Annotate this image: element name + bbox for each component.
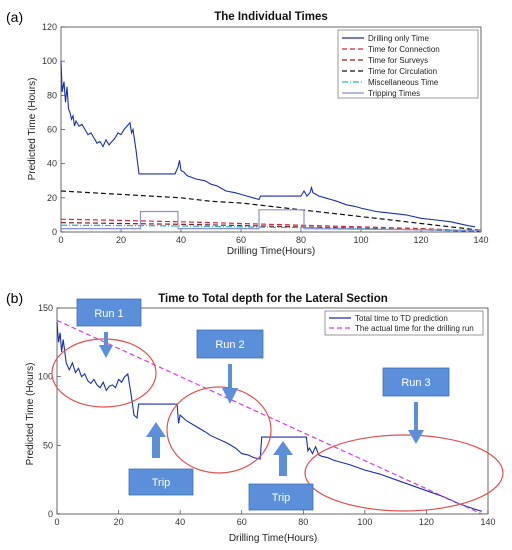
series-line-time-for-surveys (60, 222, 482, 233)
panel-label-a: (a) (6, 9, 23, 25)
run-3-label: Run 3 (401, 377, 430, 389)
y-tick-label: 80 (47, 90, 57, 100)
plot-frame-b (56, 307, 489, 515)
x-tick-label: 60 (237, 517, 247, 527)
series-line-total-time-to-td-prediction (56, 321, 482, 512)
y-tick-label: 0 (48, 509, 53, 519)
legend-label: Drilling only Time (368, 34, 429, 43)
x-tick-label: 20 (114, 517, 124, 527)
legend-a: Drilling only Time Time for Connection Tim… (337, 29, 479, 99)
legend-label: Time for Connection (368, 45, 440, 54)
run-3-ellipse (304, 434, 504, 512)
x-tick-label: 20 (116, 235, 126, 245)
run-1-arrow (99, 332, 113, 358)
x-tick-label: 40 (176, 235, 186, 245)
y-tick-label: 50 (43, 440, 53, 450)
y-tick-label: 100 (38, 372, 53, 382)
legend-label: Total time to TD prediction (355, 314, 448, 323)
run-3-callout: Run 3 (382, 367, 450, 444)
trip-1-callout: Trip (128, 422, 194, 496)
y-tick-label: 40 (47, 159, 57, 169)
x-tick-label: 140 (473, 235, 488, 245)
legend-label: Miscellaneous Time (368, 78, 439, 87)
x-tick-label: 120 (419, 517, 434, 527)
run-2-label: Run 2 (215, 339, 244, 351)
run-1-label: Run 1 (94, 308, 123, 320)
chart-title-a: The Individual Times (214, 11, 328, 23)
tick-group-b: 0 20 40 60 80 100 120 140 0 50 100 150 (38, 303, 496, 527)
series-line-miscellaneous-time (60, 224, 482, 232)
legend-label: Time for Surveys (368, 56, 428, 65)
run-1-callout: Run 1 (76, 298, 142, 358)
run-2-arrow (222, 364, 238, 404)
trip-2-callout: Trip (248, 441, 314, 511)
legend-label: Tripping Times (368, 89, 420, 98)
series-line-time-for-circulation (60, 190, 482, 231)
series-line-tripping-times (61, 209, 482, 231)
legend-label: The actual time for the drilling run (355, 324, 474, 333)
run-3-arrow (408, 402, 424, 444)
x-tick-label: 40 (175, 517, 185, 527)
run-2-callout: Run 2 (196, 329, 264, 404)
y-tick-label: 60 (47, 125, 57, 135)
series-group-a (60, 61, 482, 233)
chart-panel-b: (b) Time to Total depth for the Lateral … (6, 290, 504, 544)
y-axis-label-b: Predicted Time (Hours) (25, 363, 36, 466)
x-tick-label: 100 (353, 235, 368, 245)
x-tick-label: 80 (296, 235, 306, 245)
x-axis-label-b: Drilling Time(Hours) (229, 533, 317, 544)
y-tick-label: 100 (42, 56, 57, 66)
series-line-time-for-connection (60, 218, 482, 232)
y-tick-label: 150 (38, 303, 53, 313)
legend-box-a (337, 29, 479, 99)
x-tick-label: 100 (357, 517, 372, 527)
x-tick-label: 0 (58, 235, 63, 245)
trip-2-arrow (273, 441, 293, 476)
chart-panel-a: (a) The Individual Times Drilling Time(H… (6, 9, 489, 257)
trip-1-label: Trip (152, 477, 171, 489)
legend-box-b (324, 310, 484, 336)
x-axis-label-a: Drilling Time(Hours) (227, 246, 315, 257)
x-tick-label: 0 (54, 517, 59, 527)
run-2-ellipse (166, 386, 272, 474)
x-tick-label: 80 (298, 517, 308, 527)
y-axis-label-a: Predicted Time (Hours) (27, 78, 38, 181)
panel-label-b: (b) (6, 290, 23, 306)
x-tick-label: 140 (480, 517, 495, 527)
trip-1-arrow (146, 422, 166, 458)
y-tick-label: 120 (42, 22, 57, 32)
legend-label: Time for Circulation (368, 67, 437, 76)
y-tick-label: 20 (47, 193, 57, 203)
trip-2-label: Trip (272, 492, 291, 504)
y-tick-label: 0 (52, 227, 57, 237)
tick-group-a: 0 20 40 60 80 100 120 140 0 20 40 60 80 100 120 (42, 22, 489, 245)
chart-title-b: Time to Total depth for the Lateral Sect… (158, 293, 388, 305)
x-tick-label: 120 (413, 235, 428, 245)
x-tick-label: 60 (236, 235, 246, 245)
series-line-drilling-only-time (60, 61, 476, 228)
